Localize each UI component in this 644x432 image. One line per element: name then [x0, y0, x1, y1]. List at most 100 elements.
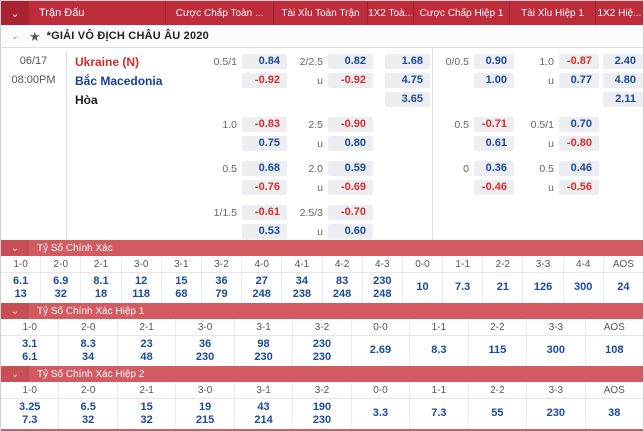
ft-1x2-odds[interactable]: 4.75 — [385, 73, 430, 88]
score-odds-single[interactable]: 21 — [496, 281, 509, 293]
ft-1x2-odds[interactable]: 3.65 — [385, 92, 430, 107]
score-odds-single[interactable]: 126 — [533, 281, 553, 293]
h1-overunder-odds[interactable]: 0.46 — [559, 161, 599, 176]
ft-overunder-odds[interactable]: 0.80 — [328, 136, 373, 151]
ft-overunder-odds[interactable]: -0.90 — [328, 117, 373, 132]
score-odds-bottom[interactable]: 32 — [82, 413, 95, 426]
score-odds-top[interactable]: 34 — [295, 274, 309, 287]
score-odds-bottom[interactable]: 18 — [94, 287, 108, 300]
section-header-bar[interactable]: ⌄ Tỷ Số Chính Xác Hiệp 1 — [1, 303, 643, 319]
ft-handicap-odds[interactable]: -0.83 — [242, 117, 287, 132]
section-collapse-button[interactable]: ⌄ — [1, 240, 29, 256]
score-odds-top[interactable]: 23 — [140, 337, 153, 350]
score-odds-single[interactable]: 230 — [546, 407, 565, 419]
ft-handicap-odds[interactable]: 0.75 — [242, 136, 287, 151]
ft-handicap-odds[interactable]: -0.61 — [242, 205, 287, 220]
h1-handicap-odds[interactable]: -0.71 — [474, 117, 514, 132]
score-odds-top[interactable]: 190 — [312, 400, 332, 413]
score-odds-top[interactable]: 230 — [312, 337, 332, 350]
score-odds-bottom[interactable]: 230 — [195, 350, 215, 363]
score-odds-top[interactable]: 15 — [175, 274, 188, 287]
ft-handicap-odds[interactable]: -0.92 — [242, 73, 287, 88]
score-odds-bottom[interactable]: 32 — [140, 413, 153, 426]
score-odds-top[interactable]: 19 — [198, 400, 212, 413]
score-odds-top[interactable]: 36 — [198, 337, 212, 350]
score-odds-top[interactable]: 15 — [140, 400, 153, 413]
ft-handicap-odds[interactable]: 0.68 — [242, 161, 287, 176]
score-odds-single[interactable]: 10 — [416, 281, 429, 293]
score-odds-top[interactable]: 230 — [373, 274, 392, 287]
ft-handicap-odds[interactable]: 0.84 — [242, 54, 287, 69]
score-odds-top[interactable]: 36 — [215, 274, 228, 287]
h1-overunder-odds[interactable]: -0.87 — [559, 54, 599, 69]
score-odds-top[interactable]: 98 — [257, 337, 270, 350]
score-odds-single[interactable]: 2.69 — [369, 344, 392, 356]
score-odds-bottom[interactable]: 79 — [215, 287, 228, 300]
score-odds-top[interactable]: 8.1 — [93, 274, 109, 287]
h1-1x2-odds[interactable]: 2.40 — [603, 54, 643, 69]
score-odds-bottom[interactable]: 248 — [373, 287, 392, 300]
score-odds-top[interactable]: 43 — [257, 400, 270, 413]
h1-1x2-odds[interactable]: 2.11 — [603, 92, 643, 107]
section-header-bar[interactable]: ⌄ Tỷ Số Chính Xác Hiệp 2 — [1, 366, 643, 382]
score-odds-top[interactable]: 8.3 — [80, 337, 96, 350]
score-odds-single[interactable]: 108 — [605, 344, 624, 356]
h1-handicap-odds[interactable]: -0.46 — [474, 180, 514, 195]
score-odds-single[interactable]: 3.3 — [372, 407, 389, 419]
league-collapse-button[interactable]: ⌄ — [1, 31, 29, 42]
score-odds-bottom[interactable]: 230 — [312, 350, 332, 363]
h1-overunder-odds[interactable]: 0.77 — [559, 73, 599, 88]
score-odds-single[interactable]: 8.3 — [431, 344, 447, 356]
score-odds-bottom[interactable]: 248 — [252, 287, 271, 300]
score-odds-bottom[interactable]: 34 — [82, 350, 95, 363]
h1-handicap-odds[interactable]: 0.36 — [474, 161, 514, 176]
favorite-star-icon[interactable]: ★ — [29, 28, 41, 44]
collapse-all-button[interactable]: ⌄ — [1, 1, 29, 25]
score-odds-top[interactable]: 3.1 — [22, 337, 38, 350]
score-odds-bottom[interactable]: 13 — [14, 287, 27, 300]
score-odds-bottom[interactable]: 248 — [332, 287, 352, 300]
score-odds-single[interactable]: 55 — [491, 407, 504, 419]
ft-handicap-odds[interactable]: 0.53 — [242, 224, 287, 239]
ft-handicap-odds[interactable]: -0.76 — [242, 180, 287, 195]
score-odds-bottom[interactable]: 48 — [140, 350, 153, 363]
score-odds-bottom[interactable]: 118 — [132, 287, 151, 300]
h1-overunder-odds[interactable]: 0.70 — [559, 117, 599, 132]
ft-overunder-odds[interactable]: 0.59 — [328, 161, 373, 176]
score-odds-top[interactable]: 6.9 — [53, 274, 69, 287]
score-odds-bottom[interactable]: 215 — [195, 413, 215, 426]
score-odds-bottom[interactable]: 32 — [54, 287, 67, 300]
score-odds-bottom[interactable]: 238 — [292, 287, 312, 300]
score-odds-top[interactable]: 27 — [255, 274, 268, 287]
score-odds-single[interactable]: 115 — [488, 344, 507, 356]
section-collapse-button[interactable]: ⌄ — [1, 366, 29, 382]
h1-overunder-odds[interactable]: -0.80 — [559, 136, 599, 151]
score-odds-bottom[interactable]: 230 — [254, 350, 273, 363]
score-odds-bottom[interactable]: 214 — [254, 413, 273, 426]
score-odds-bottom[interactable]: 6.1 — [22, 350, 38, 363]
score-odds-single[interactable]: 7.3 — [431, 407, 447, 419]
score-odds-bottom[interactable]: 68 — [175, 287, 188, 300]
ft-overunder-odds[interactable]: 0.60 — [328, 224, 373, 239]
away-team-name[interactable]: Bắc Macedonia — [75, 73, 163, 88]
section-header-bar[interactable]: ⌄ Tỷ Số Chính Xác — [1, 240, 643, 256]
section-collapse-button[interactable]: ⌄ — [1, 303, 29, 319]
score-odds-single[interactable]: 300 — [574, 281, 593, 293]
score-odds-top[interactable]: 12 — [135, 274, 148, 287]
score-odds-bottom[interactable]: 230 — [312, 413, 332, 426]
home-team-name[interactable]: Ukraine (N) — [75, 54, 140, 69]
ft-overunder-odds[interactable]: 0.82 — [328, 54, 373, 69]
h1-handicap-odds[interactable]: 0.61 — [474, 136, 514, 151]
h1-handicap-odds[interactable]: 0.90 — [474, 54, 514, 69]
score-odds-top[interactable]: 3.25 — [19, 400, 41, 413]
score-odds-single[interactable]: 24 — [617, 281, 630, 293]
ft-overunder-odds[interactable]: -0.92 — [328, 73, 373, 88]
score-odds-single[interactable]: 7.3 — [455, 281, 471, 293]
ft-1x2-odds[interactable]: 1.68 — [385, 54, 430, 69]
score-odds-single[interactable]: 38 — [608, 407, 621, 419]
score-odds-top[interactable]: 6.1 — [12, 274, 29, 287]
h1-1x2-odds[interactable]: 4.80 — [603, 73, 643, 88]
ft-overunder-odds[interactable]: -0.70 — [328, 205, 373, 220]
score-odds-bottom[interactable]: 7.3 — [22, 413, 38, 426]
score-odds-top[interactable]: 83 — [335, 274, 349, 287]
